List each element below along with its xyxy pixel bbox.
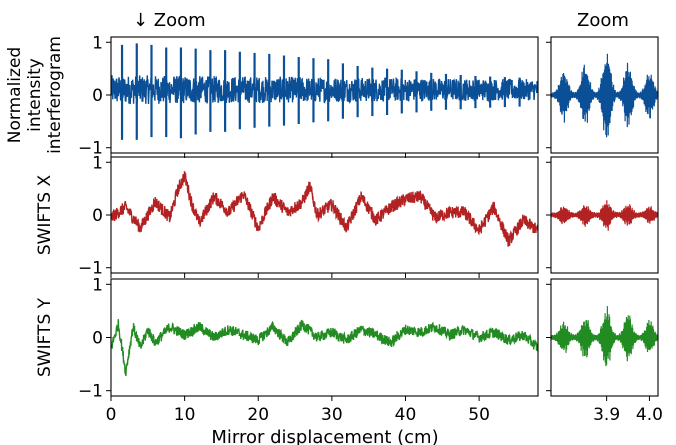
zoom-xtick-label-1: 4.0 (636, 405, 663, 425)
interferogram-main-ylabel-line-2: interferogram (45, 36, 65, 154)
swifts-x-main-series-group (111, 171, 538, 247)
interferogram-main-ytick-label-0: 1 (92, 33, 103, 53)
swifts-y-main-ytick-label-0: 1 (92, 275, 103, 295)
swifts-x-main-line (111, 171, 538, 247)
interferogram-main-ylabel-line-1: intensity (25, 58, 45, 132)
swifts-x-zoom-line (551, 200, 658, 231)
interferogram-main-series-group (111, 43, 538, 140)
x-axis-title: Mirror displacement (cm) (211, 427, 438, 445)
swifts-y-main-ytick-label-1: 0 (92, 329, 103, 349)
swifts-y-main-line (111, 319, 538, 377)
zoom-xtick-label-0: 3.9 (593, 405, 620, 425)
main-xtick-label-5: 50 (468, 405, 490, 425)
label-layer: ↓ Zoom Zoom Mirror displacement (cm) 10−… (5, 10, 663, 445)
interferogram-main-ytick-label-1: 0 (92, 86, 103, 106)
interferogram-zoom-line (551, 53, 658, 138)
main-xtick-label-0: 0 (106, 405, 117, 425)
swifts-y-zoom-line (551, 306, 658, 367)
main-xtick-label-2: 20 (247, 405, 269, 425)
swifts-y-main-ylabel: SWIFTS Y (35, 297, 55, 377)
interferogram-main-ytick-label-2: −1 (78, 139, 103, 159)
interferogram-main-ylabel-line-0: Normalized (5, 47, 25, 143)
swifts-x-main-ytick-label-2: −1 (78, 259, 103, 279)
swifts-x-main-ylabel-line-0: SWIFTS X (35, 174, 55, 255)
interferogram-main-line (111, 75, 538, 105)
swifts-x-main-frame (110, 156, 539, 274)
interferogram-main-ylabel: Normalizedintensityinterferogram (5, 36, 65, 154)
swifts-y-zoom-series-group (551, 306, 658, 367)
zoom-panel-title: Zoom (577, 10, 629, 31)
main-zoom-label: ↓ Zoom (133, 10, 206, 31)
frame-layer (106, 36, 659, 401)
swifts-x-main-ytick-label-0: 1 (92, 153, 103, 173)
main-xtick-label-3: 30 (321, 405, 343, 425)
swifts-x-main-ylabel: SWIFTS X (35, 174, 55, 255)
swifts-y-main-ytick-label-2: −1 (78, 382, 103, 402)
main-xtick-label-4: 40 (395, 405, 417, 425)
swifts-y-main-series-group (111, 319, 538, 377)
swifts-x-main-ytick-label-1: 0 (92, 206, 103, 226)
data-layer (111, 43, 658, 377)
interferogram-zoom-series-group (551, 53, 658, 138)
main-xtick-label-1: 10 (174, 405, 196, 425)
swifts-x-zoom-series-group (551, 200, 658, 231)
swifts-y-main-ylabel-line-0: SWIFTS Y (35, 297, 55, 377)
